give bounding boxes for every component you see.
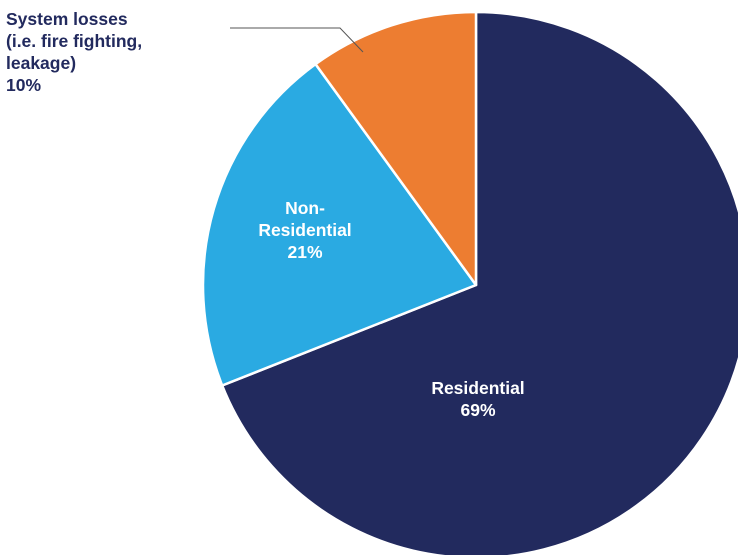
slice-label-line: leakage) <box>6 53 77 73</box>
slice-label-line: Residential <box>431 378 525 398</box>
slice-label-non-residential: Non- Residential 21% <box>205 197 405 263</box>
slice-label-system-losses: System losses (i.e. fire fighting, leaka… <box>6 8 246 96</box>
slice-label-value: 69% <box>460 400 496 420</box>
pie-slice-residential <box>220 10 738 555</box>
pie-slices <box>201 10 738 555</box>
slice-label-line: Residential <box>258 220 352 240</box>
slice-label-value: 10% <box>6 75 42 95</box>
slice-label-residential: Residential 69% <box>378 377 578 421</box>
slice-label-line: Non- <box>285 198 325 218</box>
slice-label-value: 21% <box>287 242 323 262</box>
slice-label-line: System losses <box>6 9 128 29</box>
pie-slice-non-residential <box>201 62 478 387</box>
pie-slice-system-losses-i-e-fire-fighting-leakage <box>314 10 478 287</box>
leader-line <box>230 27 364 53</box>
slice-label-line: (i.e. fire fighting, <box>6 31 143 51</box>
